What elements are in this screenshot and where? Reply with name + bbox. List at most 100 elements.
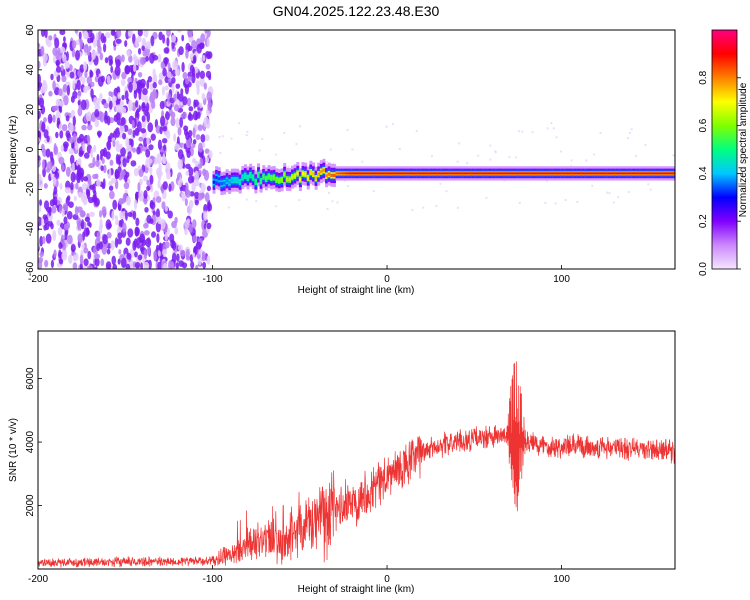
heatmap-cell (64, 187, 71, 194)
heatmap-cell (88, 45, 92, 51)
heatmap-cell (552, 172, 556, 175)
heatmap-cell (66, 210, 73, 220)
heatmap-cell (238, 122, 241, 125)
heatmap-cell (105, 219, 112, 230)
heatmap-cell (175, 83, 181, 89)
heatmap-cell (304, 172, 308, 176)
heatmap-cell (124, 210, 128, 221)
heatmap-cell (138, 136, 144, 142)
heatmap-cell (161, 85, 165, 96)
heatmap-cell (45, 35, 49, 46)
heatmap-cell (43, 224, 47, 231)
heatmap-cell (53, 196, 58, 206)
heatmap-cell (262, 174, 266, 179)
heatmap-cell (145, 55, 150, 62)
heatmap-cell (175, 262, 179, 269)
heatmap-cell (555, 136, 558, 139)
heatmap-cell (346, 129, 349, 132)
heatmap-cell (579, 172, 583, 175)
heatmap-cell (230, 137, 233, 140)
heatmap-cell (529, 172, 533, 175)
heatmap-cell (192, 234, 198, 243)
heatmap-cell (197, 192, 203, 201)
heatmap-cell (134, 251, 138, 258)
heatmap-cell (403, 172, 407, 175)
heatmap-cell (173, 104, 180, 112)
heatmap-cell (68, 254, 73, 264)
heatmap-cell (70, 243, 76, 253)
heatmap-cell (258, 149, 261, 152)
heatmap-cell (192, 252, 196, 258)
heatmap-cell (167, 62, 171, 70)
heatmap-cell (275, 153, 278, 156)
figure-title: GN04.2025.122.23.48.E30 (273, 3, 440, 19)
heatmap-cell (221, 135, 224, 138)
heatmap-cell (38, 216, 43, 227)
heatmap-cell (50, 259, 54, 269)
heatmap-cell (215, 176, 219, 180)
heatmap-cell (75, 159, 82, 167)
heatmap-cell (90, 81, 95, 87)
heatmap-cell (537, 172, 541, 175)
heatmap-cell (60, 144, 64, 152)
heatmap-cell (64, 61, 70, 69)
heatmap-cell (558, 172, 562, 175)
heatmap-cell (347, 185, 350, 188)
heatmap-cell (132, 64, 137, 73)
heatmap-cell (96, 243, 101, 252)
heatmap-cell (331, 200, 334, 203)
heatmap-cell (439, 182, 442, 185)
heatmap-cell (641, 172, 645, 175)
heatmap-cell (251, 175, 255, 180)
heatmap-cell (374, 172, 378, 175)
heatmap-cell (194, 99, 199, 107)
heatmap-cell (649, 172, 653, 175)
heatmap-cell (270, 176, 274, 180)
heatmap-cell (58, 88, 63, 97)
heatmap-cell (328, 191, 331, 194)
heatmap-cell (151, 77, 157, 83)
heatmap-cell (184, 198, 188, 207)
heatmap-cell (63, 216, 68, 225)
heatmap-cell (204, 192, 210, 203)
heatmap-cell (335, 172, 339, 175)
heatmap-cell (75, 39, 80, 46)
heatmap-cell (50, 222, 54, 230)
x-tick-label: 100 (553, 574, 570, 585)
heatmap-cell (38, 173, 42, 183)
heatmap-cell (184, 84, 190, 95)
heatmap-cell (364, 172, 368, 175)
heatmap-cell (356, 172, 360, 175)
heatmap-cell (174, 226, 179, 235)
heatmap-cell (68, 201, 74, 209)
heatmap-cell (59, 30, 66, 36)
heatmap-cell (77, 100, 81, 106)
heatmap-cell (73, 254, 77, 262)
snr-axes: -200 -100 0 100 2000 4000 6000 (25, 367, 570, 585)
heatmap-cell (164, 241, 170, 249)
heatmap-cell (143, 222, 149, 229)
heatmap-cell (490, 172, 494, 175)
heatmap-cell (158, 31, 163, 41)
heatmap-cell (517, 130, 520, 133)
heatmap-cell (73, 195, 77, 202)
heatmap-cell (148, 144, 154, 151)
heatmap-cell (134, 226, 140, 237)
heatmap-cell (41, 82, 48, 93)
heatmap-cell (125, 263, 131, 269)
heatmap-cell (479, 172, 483, 175)
heatmap-cell (120, 169, 124, 180)
heatmap-cell (146, 194, 150, 201)
heatmap-cell (38, 60, 41, 70)
heatmap-cell (69, 154, 75, 165)
heatmap-cell (547, 172, 551, 175)
heatmap-cell (82, 264, 89, 269)
heatmap-cell (484, 172, 488, 175)
heatmap-cell (152, 54, 159, 61)
heatmap-cell (181, 262, 188, 269)
heatmap-cell (146, 136, 150, 146)
heatmap-cell (56, 117, 61, 126)
heatmap-cell (117, 92, 121, 100)
heatmap-cell (94, 257, 100, 267)
heatmap-cell (238, 180, 242, 184)
